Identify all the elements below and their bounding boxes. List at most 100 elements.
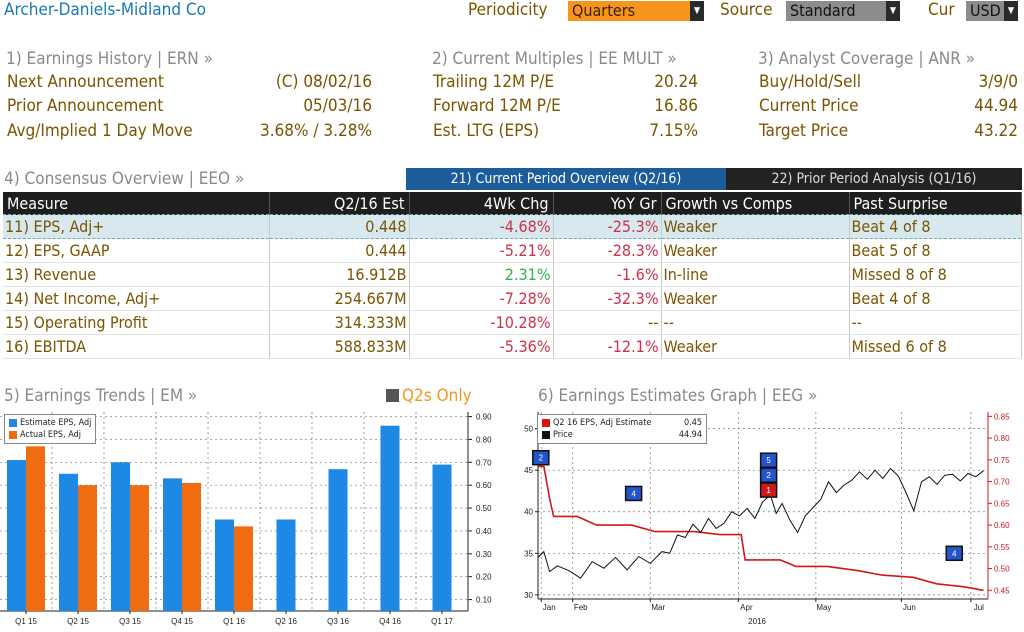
event-marker	[945, 545, 963, 562]
event-marker	[624, 485, 643, 502]
y-tick-label: 0.90	[476, 413, 492, 422]
analyst-coverage-link[interactable]: 3) Analyst Coverage | ANR »	[758, 49, 976, 69]
trends-legend: Estimate EPS, Adj Actual EPS, Adj	[4, 414, 97, 444]
currency-dropdown[interactable]: USD ▼	[966, 1, 1018, 21]
legend-price: Price 44.94	[542, 429, 702, 441]
col-yoy-gr[interactable]: YoY Gr	[553, 192, 662, 215]
x-tick-label: Q2 16	[275, 617, 297, 626]
y-left-tick-label: 45	[524, 466, 533, 475]
current-multiples-link[interactable]: 2) Current Multiples | EE MULT »	[432, 49, 677, 69]
x-tick-label: Q1 16	[223, 617, 245, 626]
chg-cell: -7.28%	[409, 286, 554, 311]
col-past-surprise[interactable]: Past Surprise	[849, 192, 1022, 215]
buy-hold-sell-label: Buy/Hold/Sell	[759, 72, 861, 92]
col-4wk-chg[interactable]: 4Wk Chg	[409, 192, 554, 215]
actual-bar	[130, 485, 149, 611]
x-tick-label: Q3 15	[119, 617, 141, 626]
y-tick-label: 0.80	[476, 435, 492, 444]
yoy-cell: -12.1%	[553, 334, 662, 359]
y-right-tick-label: 0.55	[994, 543, 1010, 552]
table-row[interactable]: 16) EBITDA 588.833M -5.36% -12.1% Weaker…	[3, 334, 1022, 359]
implied-move-label: Avg/Implied 1 Day Move	[7, 121, 193, 141]
q2s-only-label: Q2s Only	[402, 386, 472, 406]
table-row[interactable]: 14) Net Income, Adj+ 254.667M -7.28% -32…	[3, 286, 1022, 311]
y-tick-label: 0.60	[476, 481, 492, 490]
x-tick-label: Q3 16	[327, 617, 349, 626]
surprise-cell: Beat 5 of 8	[849, 238, 1022, 263]
tab-prior-period[interactable]: 22) Prior Period Analysis (Q1/16)	[726, 168, 1022, 190]
tab-current-period[interactable]: 21) Current Period Overview (Q2/16)	[406, 168, 726, 190]
comps-cell: --	[661, 310, 850, 335]
x-tick-label: Q4 15	[171, 617, 193, 626]
x-tick-label: Mar	[651, 603, 665, 612]
y-left-tick-label: 35	[524, 549, 533, 558]
x-tick-label: Q1 17	[431, 617, 453, 626]
estimate-bar	[59, 473, 78, 611]
y-tick-label: 0.70	[476, 458, 492, 467]
table-row[interactable]: 15) Operating Profit 314.333M -10.28% --…	[3, 310, 1022, 335]
current-price-value: 44.94	[974, 96, 1018, 116]
table-row[interactable]: 13) Revenue 16.912B 2.31% -1.6% In-line …	[3, 262, 1022, 287]
actual-bar	[182, 482, 201, 611]
y-tick-label: 0.10	[476, 596, 492, 605]
event-marker-label: 4	[631, 489, 636, 498]
x-tick-label: Jul	[974, 603, 984, 612]
current-price-label: Current Price	[759, 96, 859, 116]
legend-actual-label: Actual EPS, Adj	[20, 430, 81, 440]
x-tick-label: Jun	[903, 603, 916, 612]
col-growth-vs-comps[interactable]: Growth vs Comps	[661, 192, 850, 215]
legend-estimate-label: Estimate EPS, Adj	[20, 418, 92, 428]
estimate-bar	[328, 469, 348, 611]
event-marker	[532, 449, 550, 466]
event-marker	[759, 482, 778, 498]
y-tick-label: 0.50	[476, 504, 492, 513]
chevron-down-icon: ▼	[1004, 1, 1018, 21]
col-measure[interactable]: Measure	[3, 192, 270, 215]
currency-value: USD	[970, 1, 1001, 20]
estimate-bar	[215, 519, 234, 611]
event-marker-label: 4	[952, 549, 957, 558]
est-cell: 0.448	[269, 214, 410, 239]
implied-move-value: 3.68% / 3.28%	[259, 121, 372, 141]
col-est[interactable]: Q2/16 Est	[269, 192, 410, 215]
comps-cell: Weaker	[661, 214, 850, 239]
actual-bar	[78, 485, 97, 611]
consensus-overview-link[interactable]: 4) Consensus Overview | EEO »	[4, 169, 245, 189]
earnings-estimates-graph-link[interactable]: 6) Earnings Estimates Graph | EEG »	[538, 386, 818, 406]
estimate-bar	[380, 425, 400, 611]
earnings-estimates-chart: Jan Feb Mar Apr May Jun Jul201630354045500.450…	[524, 412, 1010, 626]
yoy-cell: -32.3%	[553, 286, 662, 311]
est-cell: 16.912B	[269, 262, 410, 287]
actual-bar	[26, 446, 45, 611]
earnings-trends-link[interactable]: 5) Earnings Trends | EM »	[4, 386, 198, 406]
yoy-cell: -28.3%	[553, 238, 662, 263]
x-tick-label: Q2 15	[67, 617, 89, 626]
yoy-cell: -25.3%	[553, 214, 662, 239]
earnings-history-link[interactable]: 1) Earnings History | ERN »	[6, 49, 213, 69]
trailing-pe-label: Trailing 12M P/E	[433, 72, 555, 92]
graph-legend: Q2 16 EPS, Adj Estimate 0.45 Price 44.94	[537, 414, 707, 444]
yoy-cell: --	[553, 310, 662, 335]
x-year-label: 2016	[748, 617, 766, 626]
legend-estimate: Estimate EPS, Adj	[9, 417, 91, 429]
table-row[interactable]: 12) EPS, GAAP 0.444 -5.21% -28.3% Weaker…	[3, 238, 1022, 263]
comps-cell: Weaker	[661, 286, 850, 311]
y-tick-label: 0.30	[476, 550, 492, 559]
actual-swatch	[9, 430, 17, 439]
legend-eps-value: 0.45	[683, 418, 702, 428]
chg-cell: 2.31%	[409, 262, 554, 287]
chg-cell: -5.21%	[409, 238, 554, 263]
q2s-only-toggle[interactable]: Q2s Only	[386, 386, 472, 406]
table-row[interactable]: 11) EPS, Adj+ 0.448 -4.68% -25.3% Weaker…	[3, 214, 1022, 239]
periodicity-value: Quarters	[572, 1, 636, 20]
source-dropdown[interactable]: Standard ▼	[786, 1, 900, 21]
currency-label: Cur	[928, 0, 955, 20]
legend-price-label: Price	[553, 430, 573, 440]
event-marker	[759, 452, 778, 468]
ltg-eps-value: 7.15%	[649, 121, 698, 141]
chg-cell: -4.68%	[409, 214, 554, 239]
trailing-pe-value: 20.24	[654, 72, 698, 92]
est-cell: 314.333M	[269, 310, 410, 335]
est-cell: 0.444	[269, 238, 410, 263]
periodicity-dropdown[interactable]: Quarters ▼	[568, 1, 704, 21]
